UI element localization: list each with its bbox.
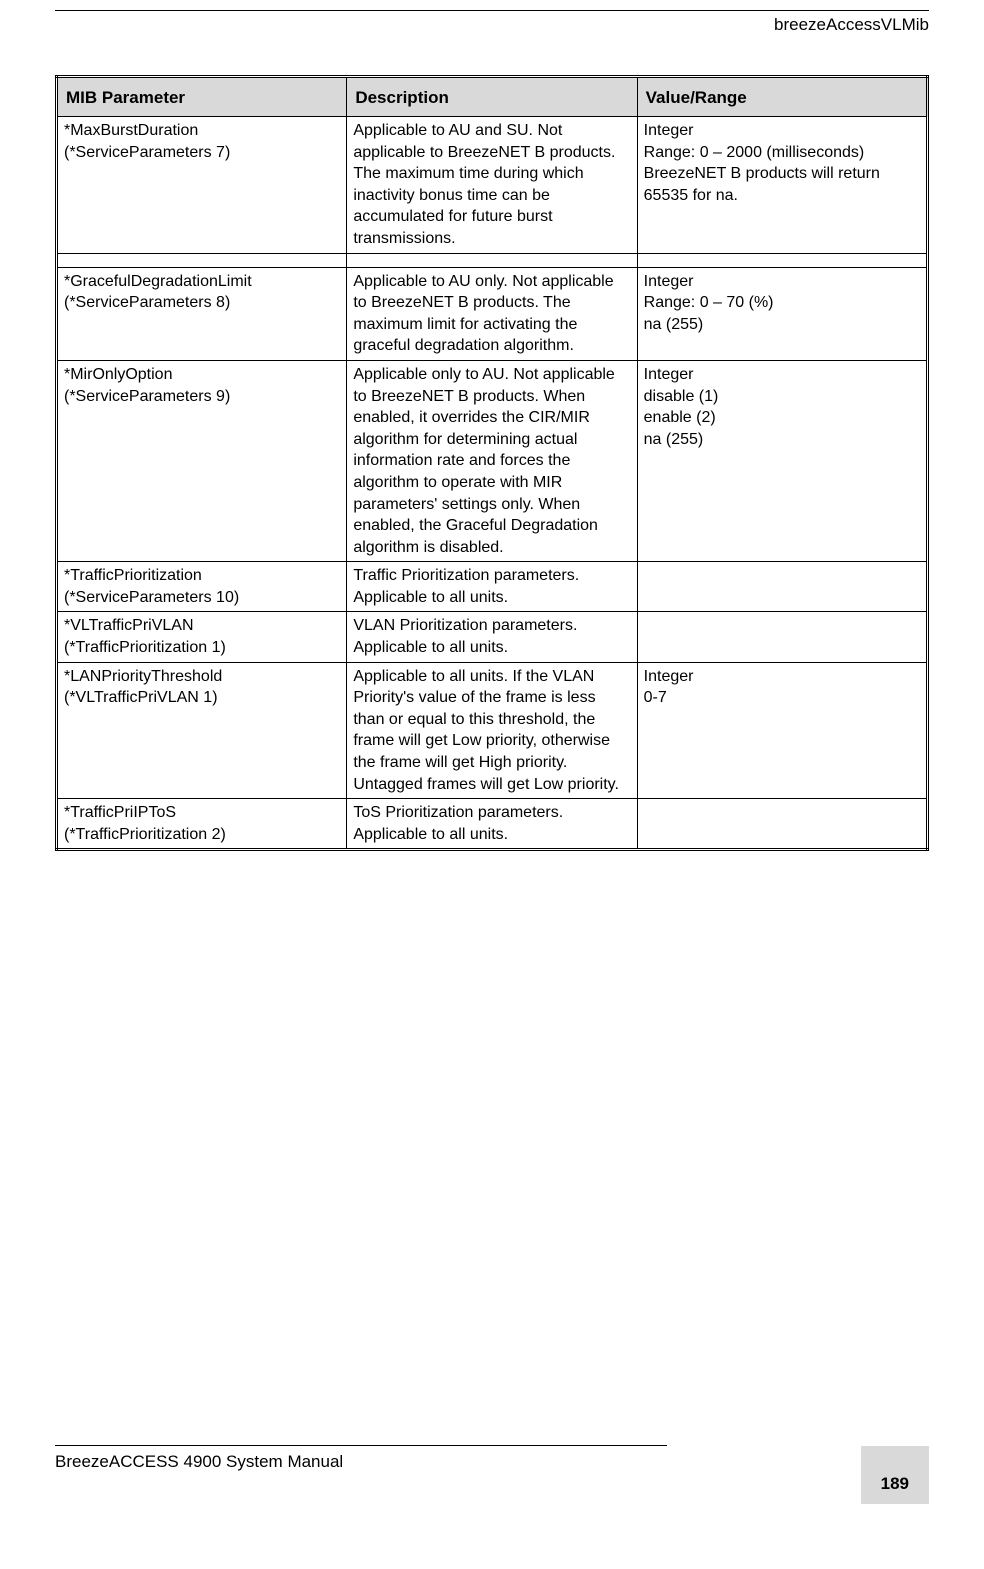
cell-parameter: *TrafficPriIPToS (*TrafficPrioritization… bbox=[57, 799, 347, 850]
cell-range: Integer Range: 0 – 2000 (milliseconds) B… bbox=[637, 117, 927, 254]
page-number-block: 189 bbox=[861, 1446, 929, 1504]
cell-description: Traffic Prioritization parameters. Appli… bbox=[347, 562, 637, 612]
cell-description: Applicable to all units. If the VLAN Pri… bbox=[347, 662, 637, 799]
cell-description: Applicable to AU only. Not applicable to… bbox=[347, 267, 637, 360]
header-section-title: breezeAccessVLMib bbox=[55, 15, 929, 35]
mib-parameter-table: MIB Parameter Description Value/Range *M… bbox=[55, 75, 929, 851]
cell-parameter: *VLTrafficPriVLAN (*TrafficPrioritizatio… bbox=[57, 612, 347, 662]
table-row: *TrafficPriIPToS (*TrafficPrioritization… bbox=[57, 799, 928, 850]
cell-parameter: *LANPriorityThreshold (*VLTrafficPriVLAN… bbox=[57, 662, 347, 799]
cell-range bbox=[637, 799, 927, 850]
cell-description: Applicable only to AU. Not applicable to… bbox=[347, 360, 637, 561]
table-row: *MaxBurstDuration (*ServiceParameters 7)… bbox=[57, 117, 928, 254]
table-row: *MirOnlyOption (*ServiceParameters 9)App… bbox=[57, 360, 928, 561]
col-header-parameter: MIB Parameter bbox=[57, 77, 347, 117]
manual-title: BreezeACCESS 4900 System Manual bbox=[55, 1452, 343, 1472]
col-header-description: Description bbox=[347, 77, 637, 117]
cell-range bbox=[637, 612, 927, 662]
col-header-range: Value/Range bbox=[637, 77, 927, 117]
header-rule bbox=[55, 10, 929, 11]
cell-parameter: *TrafficPrioritization (*ServiceParamete… bbox=[57, 562, 347, 612]
cell-range: Integer Range: 0 – 70 (%) na (255) bbox=[637, 267, 927, 360]
table-spacer-row bbox=[57, 253, 928, 267]
table-row: *LANPriorityThreshold (*VLTrafficPriVLAN… bbox=[57, 662, 928, 799]
page-number: 189 bbox=[881, 1456, 909, 1494]
cell-description: Applicable to AU and SU. Not applicable … bbox=[347, 117, 637, 254]
cell-parameter: *GracefulDegradationLimit (*ServiceParam… bbox=[57, 267, 347, 360]
table-header-row: MIB Parameter Description Value/Range bbox=[57, 77, 928, 117]
cell-range: Integer disable (1) enable (2) na (255) bbox=[637, 360, 927, 561]
page-container: breezeAccessVLMib MIB Parameter Descript… bbox=[0, 0, 984, 1569]
cell-parameter: *MaxBurstDuration (*ServiceParameters 7) bbox=[57, 117, 347, 254]
page-footer: BreezeACCESS 4900 System Manual 189 bbox=[55, 1445, 929, 1504]
cell-range: Integer 0-7 bbox=[637, 662, 927, 799]
cell-description: ToS Prioritization parameters. Applicabl… bbox=[347, 799, 637, 850]
cell-description: VLAN Prioritization parameters. Applicab… bbox=[347, 612, 637, 662]
footer-rule bbox=[55, 1445, 667, 1446]
table-row: *TrafficPrioritization (*ServiceParamete… bbox=[57, 562, 928, 612]
cell-parameter: *MirOnlyOption (*ServiceParameters 9) bbox=[57, 360, 347, 561]
cell-range bbox=[637, 562, 927, 612]
table-row: *GracefulDegradationLimit (*ServiceParam… bbox=[57, 267, 928, 360]
table-row: *VLTrafficPriVLAN (*TrafficPrioritizatio… bbox=[57, 612, 928, 662]
